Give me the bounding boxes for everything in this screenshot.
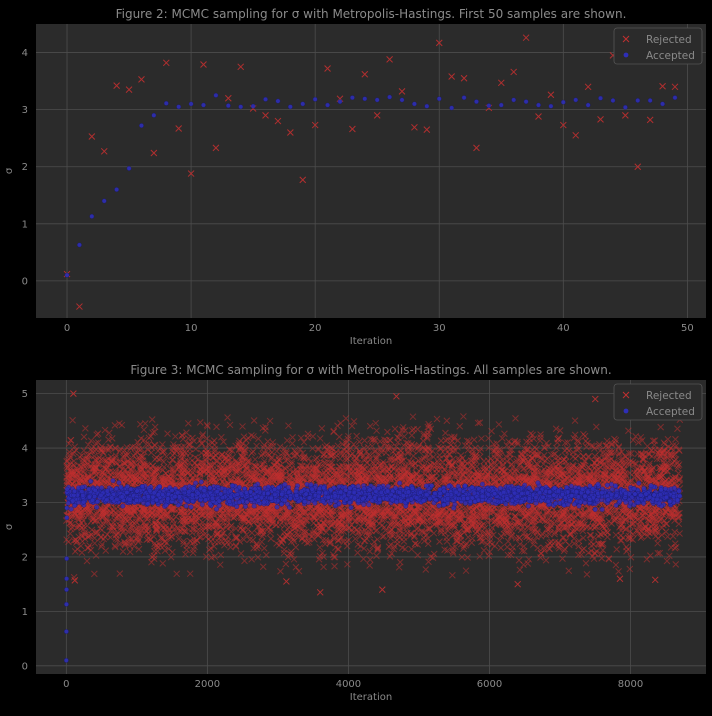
accepted-point bbox=[524, 99, 528, 103]
accepted-point bbox=[152, 113, 156, 117]
y-tick-label: 0 bbox=[22, 661, 28, 672]
x-tick-label: 30 bbox=[433, 323, 446, 334]
y-tick-label: 0 bbox=[22, 276, 28, 287]
accepted-point bbox=[276, 99, 280, 103]
accepted-point bbox=[400, 98, 404, 102]
y-tick-label: 3 bbox=[22, 498, 28, 509]
accepted-point bbox=[611, 98, 615, 102]
accepted-point bbox=[375, 98, 379, 102]
legend: Rejected Accepted bbox=[614, 28, 702, 64]
accepted-point bbox=[164, 101, 168, 105]
y-tick-label: 1 bbox=[22, 219, 28, 230]
accepted-point bbox=[239, 105, 243, 109]
accepted-point bbox=[301, 102, 305, 106]
legend-label-rejected: Rejected bbox=[646, 34, 692, 46]
chart-title: Figure 3: MCMC sampling for σ with Metro… bbox=[130, 363, 611, 377]
chart-title: Figure 2: MCMC sampling for σ with Metro… bbox=[116, 7, 627, 21]
x-tick-label: 40 bbox=[557, 323, 570, 334]
accepted-point bbox=[90, 214, 94, 218]
accepted-point bbox=[201, 103, 205, 107]
accepted-point bbox=[251, 104, 255, 108]
accepted-point bbox=[449, 106, 453, 110]
accepted-point bbox=[462, 95, 466, 99]
y-axis-label: σ bbox=[4, 167, 15, 174]
x-tick-label: 0 bbox=[64, 323, 70, 334]
accepted-point bbox=[660, 102, 664, 106]
accepted-point bbox=[598, 96, 602, 100]
x-axis-label: Iteration bbox=[350, 692, 392, 703]
accepted-point bbox=[387, 95, 391, 99]
accepted-point bbox=[263, 97, 267, 101]
accepted-point bbox=[636, 98, 640, 102]
y-tick-label: 2 bbox=[22, 552, 28, 563]
chart-panel-3: 0 2000 4000 6000 8000 0 1 2 3 4 5 Figure 3: MCMC sa… bbox=[4, 363, 706, 703]
accepted-point bbox=[139, 123, 143, 127]
plot-area bbox=[36, 24, 706, 318]
accepted-point bbox=[561, 100, 565, 104]
y-tick-label: 4 bbox=[22, 48, 28, 59]
accepted-point bbox=[338, 99, 342, 103]
legend-marker-accepted bbox=[624, 53, 629, 58]
accepted-point bbox=[65, 273, 69, 277]
accepted-point bbox=[499, 103, 503, 107]
accepted-point bbox=[176, 105, 180, 109]
x-tick-label: 50 bbox=[681, 323, 694, 334]
accepted-point bbox=[623, 105, 627, 109]
accepted-point bbox=[412, 102, 416, 106]
accepted-point bbox=[648, 98, 652, 102]
x-tick-label: 4000 bbox=[336, 679, 361, 690]
chart-panel-2: 0 10 20 30 40 50 0 1 2 3 4 Figure 2: MCMC sampling … bbox=[4, 7, 706, 347]
accepted-point bbox=[189, 102, 193, 106]
x-tick-label: 10 bbox=[185, 323, 198, 334]
y-axis-label: σ bbox=[4, 523, 15, 530]
accepted-point bbox=[586, 103, 590, 107]
accepted-point bbox=[114, 187, 118, 191]
accepted-point bbox=[102, 199, 106, 203]
x-tick-label: 8000 bbox=[618, 679, 643, 690]
accepted-point bbox=[487, 103, 491, 107]
accepted-point bbox=[437, 97, 441, 101]
y-tick-label: 2 bbox=[22, 162, 28, 173]
accepted-point bbox=[474, 99, 478, 103]
x-tick-label: 0 bbox=[63, 679, 69, 690]
accepted-point bbox=[549, 104, 553, 108]
accepted-point bbox=[511, 98, 515, 102]
y-tick-label: 3 bbox=[22, 105, 28, 116]
accepted-point bbox=[313, 97, 317, 101]
accepted-point bbox=[673, 95, 677, 99]
x-tick-label: 2000 bbox=[195, 679, 220, 690]
legend-label-accepted: Accepted bbox=[646, 50, 695, 62]
accepted-point bbox=[574, 98, 578, 102]
x-tick-label: 6000 bbox=[477, 679, 502, 690]
accepted-point bbox=[425, 104, 429, 108]
accepted-point bbox=[325, 103, 329, 107]
x-tick-label: 20 bbox=[309, 323, 322, 334]
accepted-point bbox=[226, 103, 230, 107]
accepted-point bbox=[77, 243, 81, 247]
y-tick-label: 1 bbox=[22, 607, 28, 618]
accepted-point bbox=[363, 97, 367, 101]
accepted-point bbox=[214, 93, 218, 97]
y-tick-label: 5 bbox=[22, 389, 28, 400]
x-axis-label: Iteration bbox=[350, 336, 392, 347]
accepted-point bbox=[536, 103, 540, 107]
accepted-point bbox=[350, 95, 354, 99]
accepted-point bbox=[288, 105, 292, 109]
accepted-point bbox=[127, 166, 131, 170]
y-tick-label: 4 bbox=[22, 444, 28, 455]
